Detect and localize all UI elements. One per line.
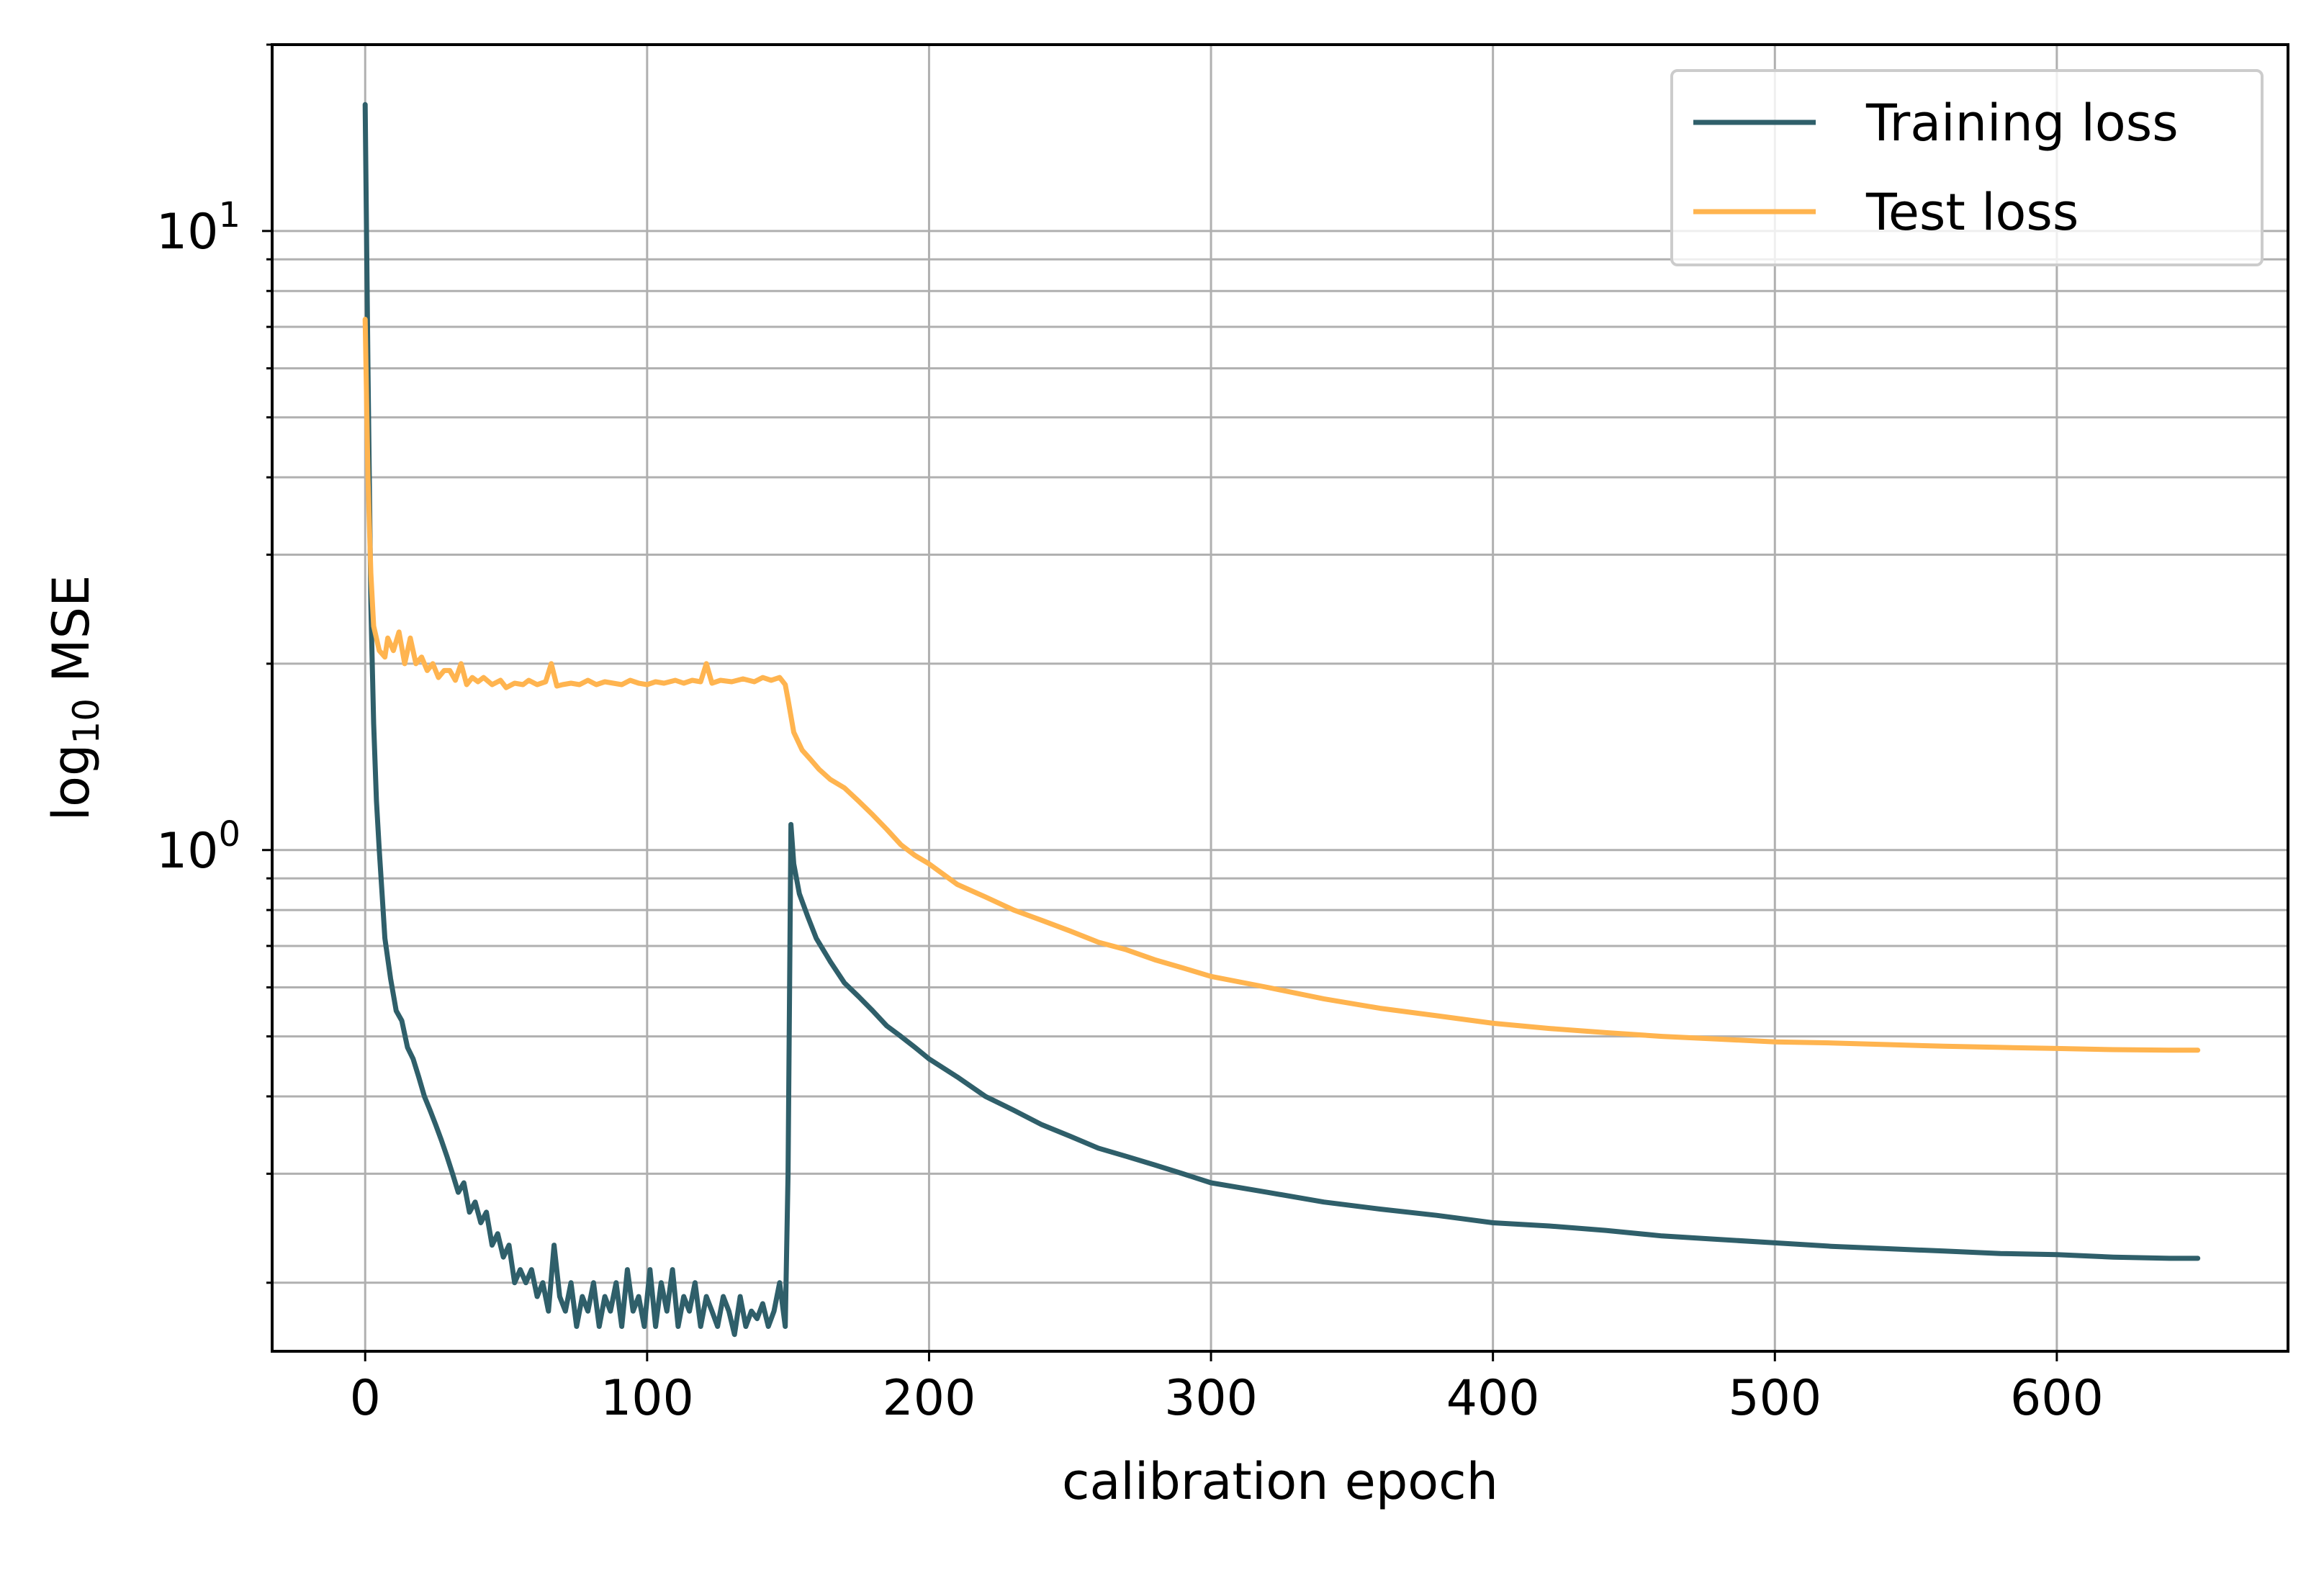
plot-area-frame bbox=[271, 43, 2289, 1353]
series-lines bbox=[362, 102, 2201, 1338]
y-tick-label-exponent: 1 bbox=[218, 195, 240, 235]
y-tick-label: 100 bbox=[156, 814, 240, 880]
x-tick-label: 200 bbox=[883, 1370, 976, 1427]
x-tick-label: 100 bbox=[600, 1370, 694, 1427]
y-axis-title-subscript: 10 bbox=[66, 698, 107, 744]
x-tick-label: 600 bbox=[2010, 1370, 2104, 1427]
x-tick-label: 300 bbox=[1164, 1370, 1258, 1427]
series-line-test-loss bbox=[362, 317, 2201, 1053]
x-axis-title: calibration epoch bbox=[1062, 1452, 1498, 1511]
x-tick-label: 500 bbox=[1728, 1370, 1821, 1427]
y-tick-label: 101 bbox=[156, 195, 240, 261]
y-tick-label-base: 10 bbox=[156, 204, 219, 261]
x-tick-label: 400 bbox=[1446, 1370, 1540, 1427]
legend-label-training-loss: Training loss bbox=[1865, 94, 2179, 153]
legend: Training loss Test loss bbox=[1670, 69, 2264, 266]
y-axis-title-main: log bbox=[42, 744, 101, 821]
y-tick-label-exponent: 0 bbox=[218, 814, 240, 855]
y-axis-title: log10 MSE bbox=[42, 575, 107, 821]
legend-box bbox=[1670, 69, 2264, 266]
legend-label-test-loss: Test loss bbox=[1865, 183, 2078, 242]
x-tick-label: 0 bbox=[350, 1370, 381, 1427]
series-line-training-loss bbox=[362, 102, 2201, 1338]
y-axis-title-rest: MSE bbox=[42, 575, 101, 698]
y-tick-label-base: 10 bbox=[156, 823, 219, 880]
